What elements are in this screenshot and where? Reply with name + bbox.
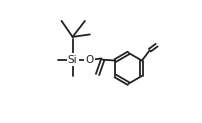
Text: Si: Si (67, 55, 77, 65)
Text: O: O (85, 55, 94, 65)
